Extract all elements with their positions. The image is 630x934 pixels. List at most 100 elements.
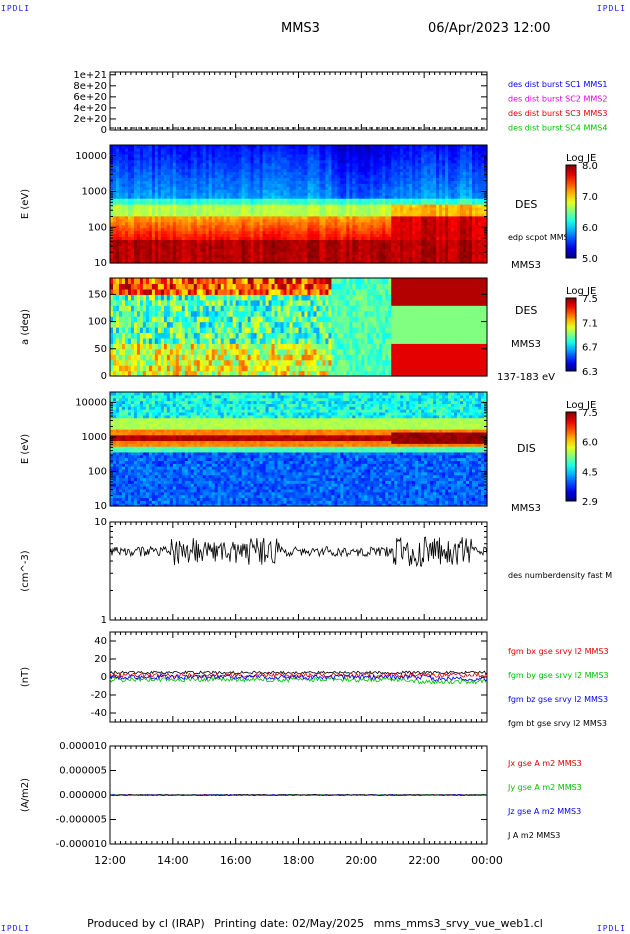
heatmap-cell: [235, 186, 240, 190]
heatmap-cell: [430, 150, 434, 155]
heatmap-cell: [184, 260, 189, 264]
heatmap-cell: [184, 174, 189, 179]
heatmap-cell: [274, 159, 279, 164]
heatmap-cell: [235, 251, 240, 255]
heatmap-cell: [166, 209, 171, 214]
heatmap-cell: [235, 201, 240, 205]
heatmap-cell: [430, 218, 434, 223]
heatmap-cell: [433, 147, 437, 152]
heatmap-cell: [409, 180, 413, 184]
heatmap-cell: [244, 245, 249, 249]
heatmap-cell: [223, 212, 228, 217]
heatmap-cell: [220, 153, 225, 158]
heatmap-cell: [205, 147, 210, 152]
heatmap-cell: [358, 165, 362, 170]
heatmap-cell: [265, 212, 270, 217]
heatmap-cell: [313, 165, 318, 170]
heatmap-cell: [310, 201, 315, 205]
heatmap-cell: [205, 212, 210, 217]
heatmap-cell: [292, 204, 297, 208]
heatmap-cell: [274, 168, 279, 173]
heatmap-cell: [133, 215, 138, 220]
heatmap-cell: [289, 204, 294, 208]
heatmap-cell: [451, 165, 455, 170]
heatmap-cell: [172, 177, 177, 181]
heatmap-cell: [151, 180, 156, 184]
heatmap-cell: [148, 180, 153, 184]
heatmap-cell: [250, 165, 255, 170]
heatmap-cell: [451, 183, 455, 187]
heatmap-cell: [430, 180, 434, 184]
heatmap-cell: [244, 183, 249, 187]
heatmap-cell: [181, 177, 186, 181]
heatmap-cell: [337, 186, 341, 190]
heatmap-cell: [415, 206, 419, 211]
heatmap-cell: [406, 204, 410, 208]
heatmap-cell: [457, 212, 461, 217]
heatmap-cell: [157, 242, 162, 246]
heatmap-cell: [208, 224, 213, 229]
heatmap-cell: [124, 180, 129, 184]
heatmap-cell: [412, 192, 416, 196]
heatmap-cell: [370, 174, 374, 179]
heatmap-cell: [211, 236, 216, 240]
heatmap-cell: [412, 156, 416, 161]
heatmap-cell: [415, 198, 419, 202]
heatmap-cell: [184, 209, 189, 214]
heatmap-cell: [397, 168, 401, 173]
heatmap-cell: [163, 165, 168, 170]
heatmap-cell: [214, 260, 219, 264]
heatmap-cell: [415, 189, 419, 193]
heatmap-cell: [301, 204, 306, 208]
heatmap-cell: [110, 150, 114, 155]
heatmap-cell: [433, 168, 437, 173]
heatmap-cell: [445, 150, 449, 155]
heatmap-cell: [148, 218, 153, 223]
heatmap-cell: [244, 171, 249, 176]
heatmap-cell: [160, 204, 165, 208]
heatmap-cell: [448, 212, 452, 217]
heatmap-cell: [163, 171, 168, 176]
heatmap-cell: [271, 150, 276, 155]
heatmap-cell: [250, 174, 255, 179]
heatmap-cell: [178, 224, 183, 229]
heatmap-cell: [385, 242, 389, 246]
heatmap-cell: [406, 171, 410, 176]
heatmap-cell: [346, 245, 350, 249]
heatmap-cell: [145, 171, 150, 176]
heatmap-cell: [367, 186, 371, 190]
heatmap-cell: [226, 159, 231, 164]
heatmap-cell: [403, 221, 407, 226]
heatmap-cell: [316, 162, 321, 167]
heatmap-cell: [388, 174, 392, 179]
heatmap-cell: [262, 209, 267, 214]
heatmap-cell: [391, 230, 395, 235]
heatmap-cell: [307, 215, 312, 220]
heatmap-cell: [457, 233, 461, 238]
heatmap-cell: [286, 165, 291, 170]
heatmap-cell: [175, 204, 180, 208]
heatmap-cell: [268, 212, 273, 217]
heatmap-cell: [355, 171, 359, 176]
heatmap-cell: [112, 159, 117, 164]
heatmap-cell: [268, 230, 273, 235]
heatmap-cell: [394, 260, 398, 264]
heatmap-cell: [376, 189, 380, 193]
heatmap-cell: [403, 183, 407, 187]
heatmap-cell: [178, 192, 183, 196]
heatmap-cell: [367, 180, 371, 184]
heatmap-cell: [331, 230, 336, 235]
heatmap-cell: [340, 198, 344, 202]
heatmap-cell: [214, 150, 219, 155]
heatmap-cell: [412, 145, 416, 149]
heatmap-cell: [403, 239, 407, 243]
heatmap-cell: [373, 192, 377, 196]
heatmap-cell: [181, 165, 186, 170]
heatmap-cell: [406, 260, 410, 264]
heatmap-cell: [175, 215, 180, 220]
heatmap-cell: [382, 153, 386, 158]
heatmap-cell: [346, 242, 350, 246]
heatmap-cell: [442, 221, 446, 226]
heatmap-cell: [289, 251, 294, 255]
heatmap-cell: [313, 198, 318, 202]
